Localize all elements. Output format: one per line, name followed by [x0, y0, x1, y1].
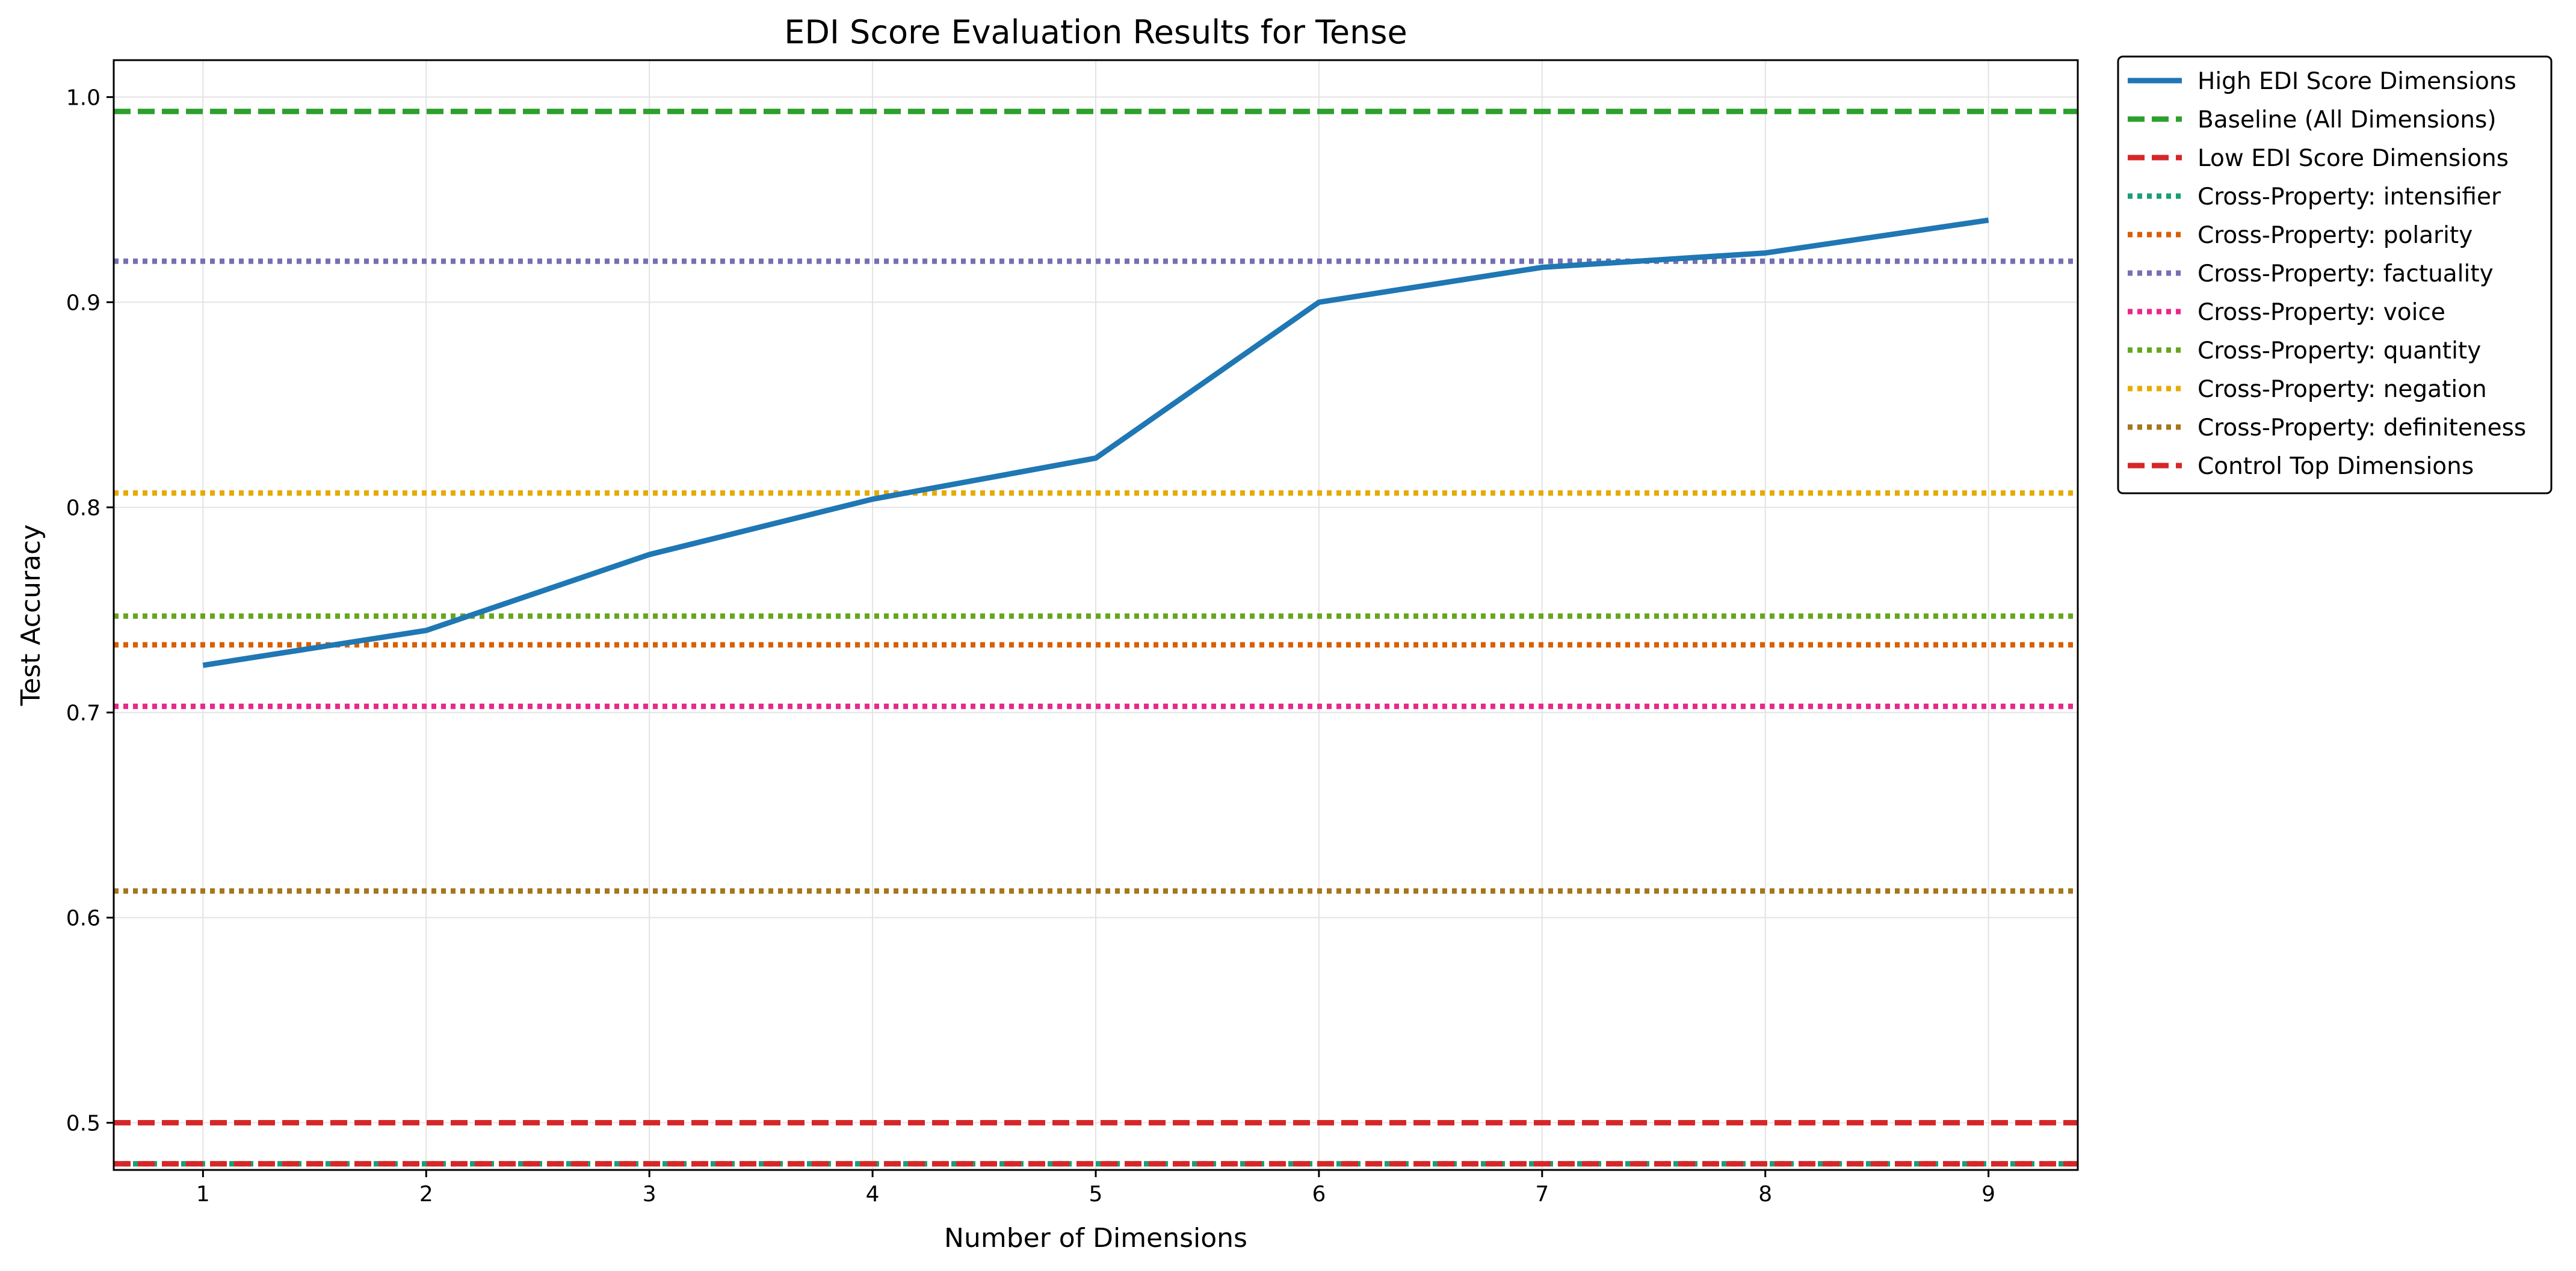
legend-label: Low EDI Score Dimensions — [2198, 145, 2509, 172]
chart-title: EDI Score Evaluation Results for Tense — [784, 13, 1407, 51]
legend: High EDI Score Dimensions Baseline (All D… — [2117, 55, 2553, 494]
y-tick-label: 0.7 — [66, 701, 100, 725]
x-tick-label: 5 — [1089, 1182, 1103, 1207]
legend-label: High EDI Score Dimensions — [2198, 68, 2516, 95]
legend-label: Cross-Property: negation — [2198, 376, 2487, 403]
legend-frame — [2117, 55, 2553, 494]
y-tick-label: 0.5 — [66, 1112, 100, 1136]
legend-label: Cross-Property: polarity — [2198, 222, 2473, 249]
x-tick-label: 8 — [1758, 1182, 1772, 1207]
legend-label: Control Top Dimensions — [2198, 453, 2474, 480]
legend-label: Cross-Property: factuality — [2198, 260, 2494, 288]
y-tick-label: 0.9 — [66, 291, 100, 315]
legend-label: Cross-Property: definiteness — [2198, 414, 2526, 442]
axis-ticks: 1 2 3 4 5 6 7 8 9 0.5 0.6 0.7 0.8 0.9 1.0 — [66, 85, 1995, 1207]
plot-series — [114, 108, 2078, 1167]
x-tick-label: 3 — [643, 1182, 656, 1207]
x-tick-label: 6 — [1312, 1182, 1326, 1207]
legend-label: Cross-Property: quantity — [2198, 337, 2481, 365]
legend-label: Baseline (All Dimensions) — [2198, 106, 2497, 134]
x-tick-label: 2 — [419, 1182, 433, 1207]
legend-label: Cross-Property: intensifier — [2198, 183, 2501, 211]
x-tick-label: 7 — [1535, 1182, 1549, 1207]
y-tick-label: 0.6 — [66, 906, 100, 931]
x-tick-label: 1 — [196, 1182, 210, 1207]
y-axis-label: Test Accuracy — [16, 525, 46, 707]
x-axis-label: Number of Dimensions — [944, 1223, 1247, 1254]
x-tick-label: 4 — [866, 1182, 880, 1207]
y-tick-label: 0.8 — [66, 496, 100, 520]
y-tick-label: 1.0 — [66, 85, 100, 110]
legend-label: Cross-Property: voice — [2198, 299, 2445, 326]
x-tick-label: 9 — [1981, 1182, 1995, 1207]
